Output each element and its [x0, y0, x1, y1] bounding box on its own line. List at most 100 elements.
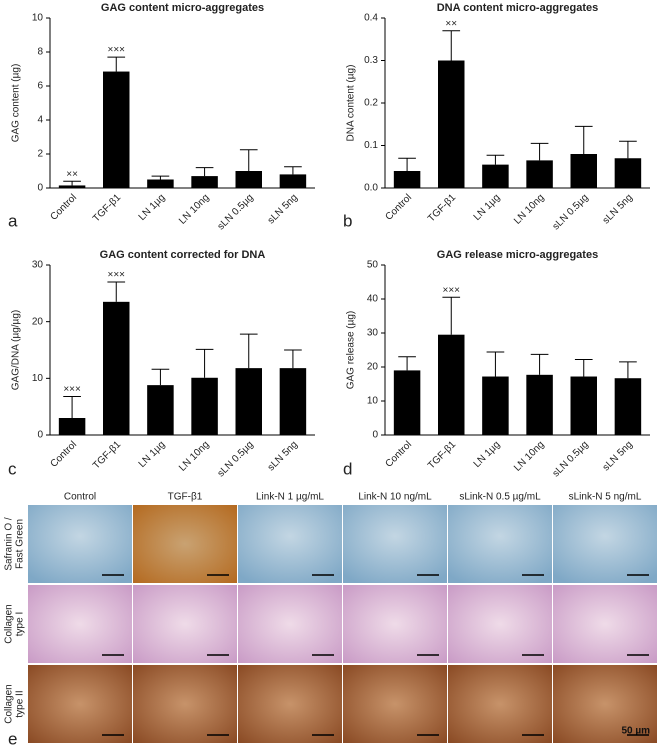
x-tick-label: TGF-β1	[91, 439, 124, 472]
bar	[147, 385, 174, 435]
x-tick-label: sLN 0.5µg	[551, 439, 591, 479]
y-tick-label: 0.4	[364, 13, 378, 24]
bar	[58, 418, 86, 435]
significance-mark: ××	[445, 18, 457, 29]
y-tick-label: 0.2	[364, 98, 378, 109]
x-tick-label: TGF-β1	[426, 192, 459, 225]
bar	[482, 376, 509, 435]
x-tick-label: sLN 5ng	[601, 439, 635, 473]
bar	[438, 334, 465, 435]
micrograph	[133, 505, 237, 583]
y-tick-label: 0.0	[364, 183, 378, 194]
x-tick-label: LN 1µg	[137, 192, 168, 223]
y-tick-label: 10	[367, 396, 379, 407]
y-axis-label: GAG content (µg)	[11, 64, 22, 143]
significance-mark: ×××	[63, 384, 81, 395]
x-tick-label: sLN 0.5µg	[216, 192, 256, 232]
y-tick-label: 20	[367, 362, 379, 373]
panel-label: b	[343, 211, 352, 230]
y-tick-label: 0	[37, 430, 43, 441]
micrograph	[343, 585, 447, 663]
bar	[58, 185, 86, 188]
row-label: type II	[15, 690, 26, 717]
column-header: Link-N 1 µg/mL	[256, 492, 324, 503]
x-tick-label: Control	[383, 439, 414, 470]
panel-label: a	[8, 211, 18, 230]
y-tick-label: 10	[32, 373, 44, 384]
x-tick-label: LN 1µg	[472, 439, 503, 470]
x-tick-label: sLN 0.5µg	[216, 439, 256, 479]
x-tick-label: TGF-β1	[426, 439, 459, 472]
y-tick-label: 10	[32, 13, 44, 24]
bar	[191, 377, 218, 435]
x-tick-label: LN 10ng	[512, 439, 547, 474]
micrograph	[448, 505, 552, 583]
x-tick-label: Control	[383, 192, 414, 223]
y-axis-label: GAG/DNA (µg/µg)	[11, 310, 22, 390]
y-tick-label: 2	[37, 149, 43, 160]
micrograph	[343, 665, 447, 743]
y-tick-label: 8	[37, 47, 43, 58]
micrograph	[448, 665, 552, 743]
micrograph	[448, 585, 552, 663]
x-tick-label: Control	[48, 192, 79, 223]
panel-label: e	[8, 729, 17, 748]
micrograph	[238, 665, 342, 743]
significance-mark: ××	[66, 169, 78, 180]
row-label: Collagen	[4, 684, 15, 723]
micrograph-grid	[28, 505, 657, 743]
column-header: TGF-β1	[168, 492, 203, 503]
micrograph	[28, 585, 132, 663]
micrograph	[133, 585, 237, 663]
micrograph	[238, 585, 342, 663]
significance-mark: ×××	[107, 270, 125, 281]
micrograph	[28, 505, 132, 583]
chart-title: GAG content corrected for DNA	[100, 249, 266, 261]
micrograph	[553, 585, 657, 663]
y-tick-label: 30	[32, 260, 44, 271]
row-label: Collagen	[4, 604, 15, 643]
row-label: Fast Green	[15, 519, 26, 569]
y-tick-label: 20	[32, 316, 44, 327]
bar	[191, 176, 218, 188]
micrograph	[343, 505, 447, 583]
bar	[279, 174, 307, 188]
y-axis-label: GAG release (µg)	[346, 311, 357, 390]
chart-title: DNA content micro-aggregates	[437, 2, 599, 14]
micrograph	[133, 665, 237, 743]
y-tick-label: 40	[367, 294, 379, 305]
bar	[614, 158, 642, 188]
x-tick-label: Control	[48, 439, 79, 470]
column-header: sLink-N 0.5 µg/mL	[459, 492, 541, 503]
bar	[103, 71, 130, 188]
bar	[393, 171, 421, 188]
bar	[570, 154, 597, 188]
significance-mark: ×××	[107, 45, 125, 56]
x-tick-label: TGF-β1	[91, 192, 124, 225]
bar	[526, 160, 553, 188]
x-tick-label: LN 10ng	[512, 192, 547, 227]
micrograph	[28, 665, 132, 743]
x-tick-label: LN 10ng	[177, 439, 212, 474]
bar	[570, 376, 597, 435]
bar	[393, 370, 421, 435]
y-tick-label: 30	[367, 328, 379, 339]
micrograph	[238, 505, 342, 583]
y-tick-label: 6	[37, 81, 43, 92]
y-tick-label: 0.1	[364, 140, 378, 151]
x-tick-label: LN 10ng	[177, 192, 212, 227]
y-tick-label: 4	[37, 115, 43, 126]
x-tick-label: sLN 0.5µg	[551, 192, 591, 232]
chart-title: GAG release micro-aggregates	[437, 249, 598, 261]
row-label: Safranin O /	[4, 517, 15, 571]
column-header: Control	[64, 492, 96, 503]
bar	[526, 374, 553, 435]
bar	[147, 179, 174, 188]
significance-mark: ×××	[442, 285, 460, 296]
bar	[614, 378, 642, 435]
x-tick-label: sLN 5ng	[266, 439, 300, 473]
bar	[103, 301, 130, 435]
y-tick-label: 50	[367, 260, 379, 271]
